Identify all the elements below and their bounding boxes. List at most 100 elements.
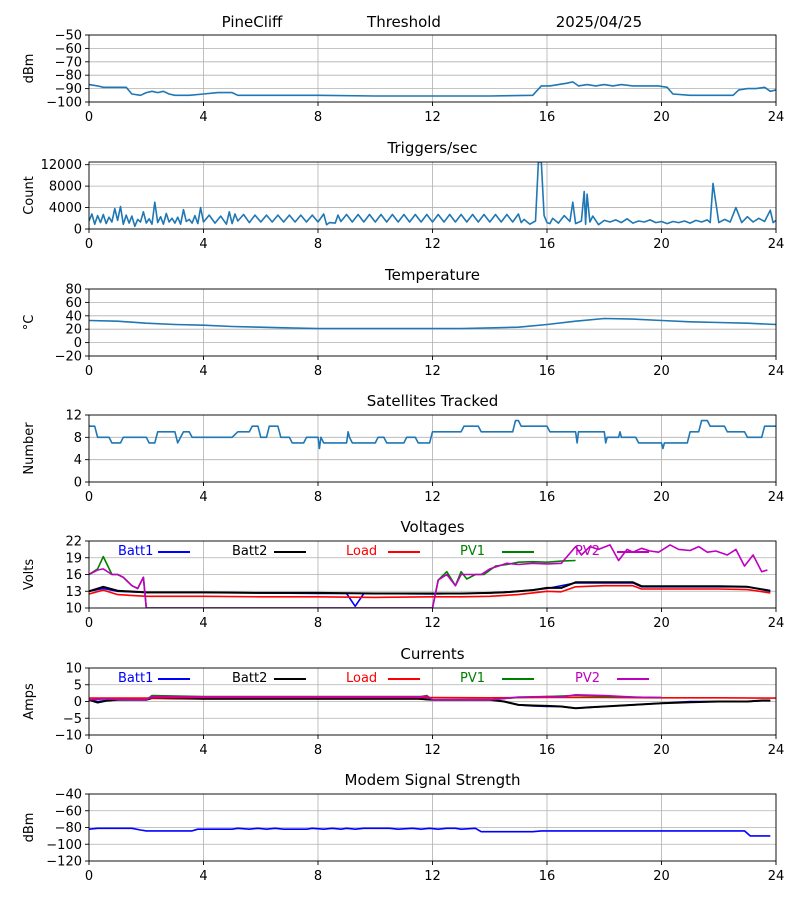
panel-title: Temperature [384, 266, 480, 284]
x-tick-label: 24 [768, 490, 785, 505]
legend-voltages: Batt1 Batt2 Load PV1 PV2 [118, 544, 649, 559]
y-tick-label: −40 [55, 788, 82, 803]
x-tick-label: 24 [768, 743, 785, 758]
legend-label-pv2: PV2 [575, 671, 600, 686]
x-tick-label: 16 [539, 237, 556, 252]
x-tick-label: 8 [314, 364, 322, 379]
y-tick-label: 5 [74, 678, 82, 693]
legend-label-pv1: PV1 [460, 671, 485, 686]
x-tick-label: 8 [314, 616, 322, 631]
series-triggers-0 [89, 162, 776, 228]
grid-satellites [88, 414, 777, 483]
y-tick-label: 20 [65, 323, 82, 338]
legend-label-pv1: PV1 [460, 544, 485, 559]
x-tick-label: 20 [653, 869, 670, 884]
y-tick-label: −5 [63, 712, 82, 727]
x-tick-label: 0 [85, 237, 93, 252]
x-tick-label: 20 [653, 237, 670, 252]
series-batt2 [89, 697, 771, 710]
figure-header: PineCliff Threshold 2025/04/25 [222, 13, 643, 31]
x-tick-label: 20 [653, 743, 670, 758]
x-tick-label: 4 [199, 743, 207, 758]
legend-currents: Batt1 Batt2 Load PV1 PV2 [118, 671, 649, 686]
x-tick-label: 0 [85, 743, 93, 758]
x-tick-label: 4 [199, 869, 207, 884]
grid-modem [88, 793, 777, 862]
x-tick-label: 8 [314, 490, 322, 505]
panel-rssi: 0 4 8 12 16 20 24 −100−90−80−70−60−50 dBm [22, 29, 784, 126]
panel-modem: 0 4 8 12 16 20 24 −120 −100 −80 −60−40 dBm Modem Sig… [22, 771, 784, 884]
y-tick-label: −60 [55, 42, 82, 57]
legend-label-batt2: Batt2 [232, 544, 267, 559]
x-tick-label: 0 [85, 490, 93, 505]
station-name: PineCliff [222, 13, 283, 31]
y-axis-label: Amps [22, 683, 37, 720]
series-modem-0 [89, 827, 771, 837]
panel-satellites: 0 4 8 12 16 20 24 0 4 8 12 Number Satellites Tracked [22, 392, 784, 505]
x-tick-label: 16 [539, 616, 556, 631]
x-tick-label: 12 [424, 616, 441, 631]
y-axis-label: Count [22, 176, 37, 215]
y-tick-label: 10 [65, 602, 82, 617]
y-axis-label: dBm [22, 813, 37, 843]
x-tick-label: 16 [539, 869, 556, 884]
panel-title: Triggers/sec [387, 139, 478, 157]
x-tick-label: 12 [424, 110, 441, 125]
y-tick-label: −60 [55, 804, 82, 819]
y-tick-label: 16 [65, 568, 82, 583]
legend-label-batt2: Batt2 [232, 671, 267, 686]
y-tick-label: 0 [74, 223, 82, 238]
y-axis-label: °C [22, 315, 37, 331]
y-tick-label: 0 [74, 336, 82, 351]
x-tick-label: 20 [653, 616, 670, 631]
series-satellites-0 [89, 419, 776, 450]
y-tick-label: −50 [55, 29, 82, 44]
series-pv2 [89, 693, 662, 701]
x-tick-label: 20 [653, 490, 670, 505]
y-tick-label: −100 [46, 96, 82, 111]
panel-triggers: 0 4 8 12 16 20 24 0 4000 8000 12000 Count Triggers/s… [22, 139, 784, 252]
x-tick-label: 4 [199, 237, 207, 252]
series-pv2 [89, 544, 768, 608]
x-tick-label: 24 [768, 110, 785, 125]
x-tick-label: 16 [539, 490, 556, 505]
legend-label-pv2: PV2 [575, 544, 600, 559]
series-rssi-0 [89, 81, 776, 97]
y-tick-label: −20 [55, 350, 82, 365]
y-tick-label: 40 [65, 309, 82, 324]
x-tick-label: 4 [199, 364, 207, 379]
y-axis-label: Number [22, 422, 37, 475]
y-tick-label: 13 [65, 585, 82, 600]
legend-label-batt1: Batt1 [118, 544, 153, 559]
legend-label-batt1: Batt1 [118, 671, 153, 686]
y-tick-label: 22 [65, 535, 82, 550]
x-tick-label: 8 [314, 869, 322, 884]
x-tick-label: 24 [768, 616, 785, 631]
x-tick-label: 0 [85, 364, 93, 379]
legend-label-load: Load [346, 544, 377, 559]
x-tick-label: 24 [768, 237, 785, 252]
y-tick-label: −70 [55, 55, 82, 70]
series-load [89, 696, 776, 699]
y-tick-label: 0 [74, 476, 82, 491]
mode-label: Threshold [366, 13, 441, 31]
panel-title: Currents [400, 645, 464, 663]
x-tick-label: 12 [424, 743, 441, 758]
y-tick-label: −120 [46, 855, 82, 870]
y-tick-label: −80 [55, 821, 82, 836]
y-axis-label: Volts [22, 559, 37, 591]
series-load [89, 584, 771, 599]
x-tick-label: 12 [424, 490, 441, 505]
y-tick-label: −80 [55, 69, 82, 84]
y-tick-label: 60 [65, 296, 82, 311]
date-label: 2025/04/25 [556, 13, 642, 31]
grid-currents [88, 667, 777, 736]
x-tick-label: 16 [539, 364, 556, 379]
y-tick-label: 80 [65, 283, 82, 298]
x-tick-label: 8 [314, 743, 322, 758]
y-tick-label: 12 [65, 409, 82, 424]
